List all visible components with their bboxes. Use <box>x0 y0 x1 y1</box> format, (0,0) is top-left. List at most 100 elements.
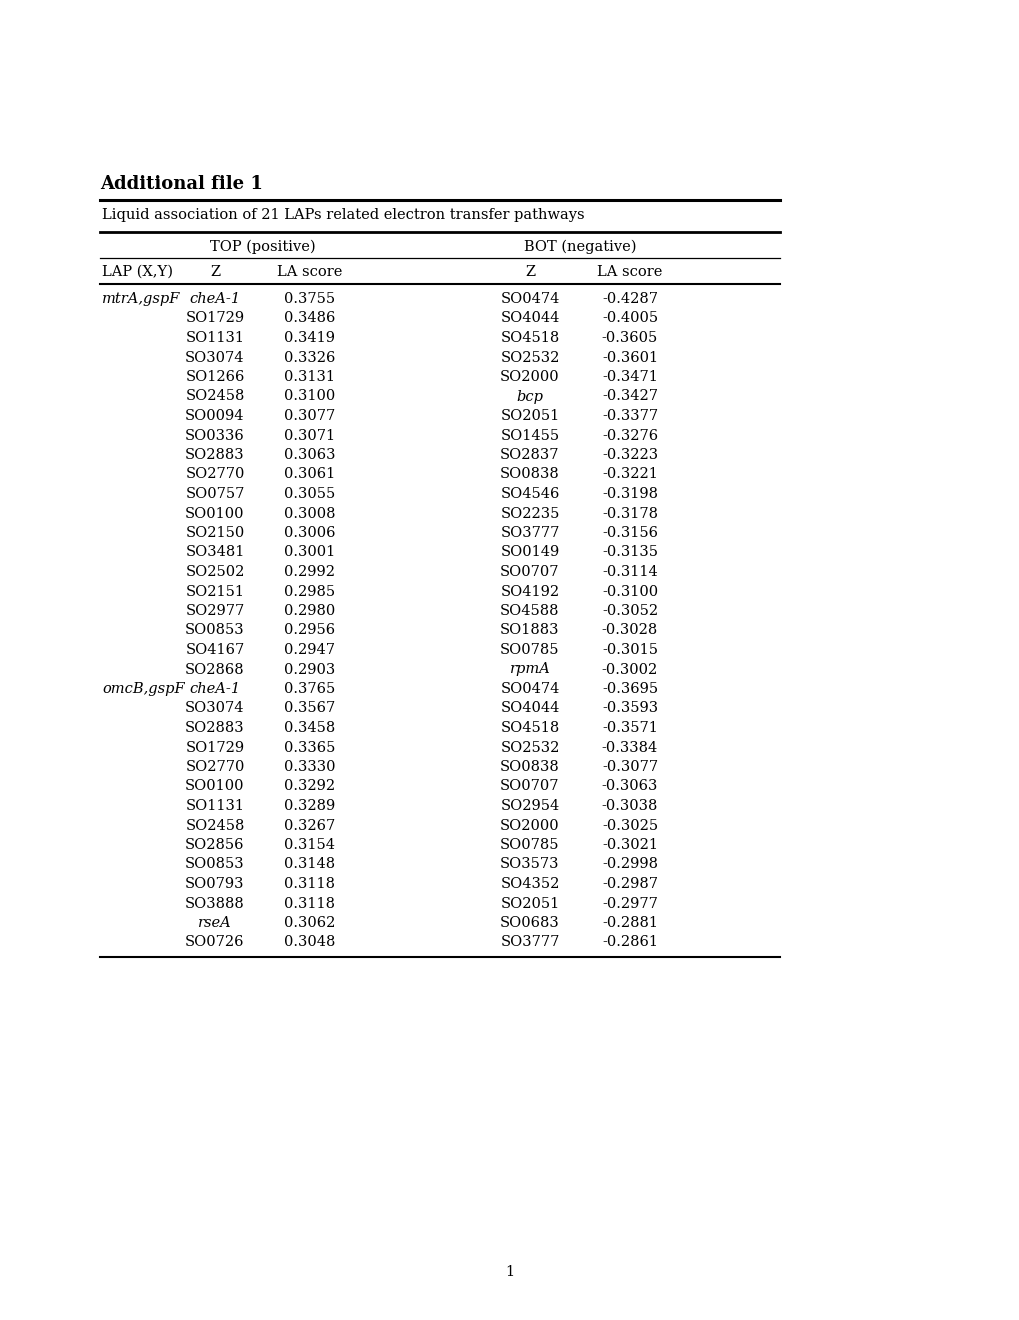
Text: LA score: LA score <box>277 265 342 279</box>
Text: SO0683: SO0683 <box>499 916 559 931</box>
Text: 0.3326: 0.3326 <box>284 351 335 364</box>
Text: SO0793: SO0793 <box>185 876 245 891</box>
Text: 0.3567: 0.3567 <box>284 701 335 715</box>
Text: 1: 1 <box>505 1265 514 1279</box>
Text: SO0853: SO0853 <box>185 858 245 871</box>
Text: SO4044: SO4044 <box>500 312 559 326</box>
Text: SO2883: SO2883 <box>185 447 245 462</box>
Text: -0.3605: -0.3605 <box>601 331 657 345</box>
Text: 0.3006: 0.3006 <box>284 525 335 540</box>
Text: 0.3486: 0.3486 <box>284 312 335 326</box>
Text: bcp: bcp <box>516 389 543 404</box>
Text: SO4588: SO4588 <box>499 605 559 618</box>
Text: Z: Z <box>210 265 220 279</box>
Text: 0.3267: 0.3267 <box>284 818 335 833</box>
Text: 0.2980: 0.2980 <box>284 605 335 618</box>
Text: -0.3384: -0.3384 <box>601 741 657 755</box>
Text: SO2502: SO2502 <box>185 565 245 579</box>
Text: SO2051: SO2051 <box>500 896 559 911</box>
Text: 0.3419: 0.3419 <box>284 331 335 345</box>
Text: 0.3061: 0.3061 <box>284 467 335 482</box>
Text: SO4518: SO4518 <box>500 721 559 735</box>
Text: cheA-1: cheA-1 <box>190 682 240 696</box>
Text: SO2977: SO2977 <box>185 605 245 618</box>
Text: 0.3062: 0.3062 <box>284 916 335 931</box>
Text: TOP (positive): TOP (positive) <box>210 240 315 255</box>
Text: 0.3154: 0.3154 <box>284 838 335 851</box>
Text: -0.3002: -0.3002 <box>601 663 657 676</box>
Text: -0.3601: -0.3601 <box>601 351 657 364</box>
Text: SO2000: SO2000 <box>499 818 559 833</box>
Text: 0.3077: 0.3077 <box>284 409 335 422</box>
Text: SO0785: SO0785 <box>499 643 559 657</box>
Text: SO3573: SO3573 <box>499 858 559 871</box>
Text: SO4546: SO4546 <box>500 487 559 502</box>
Text: SO0757: SO0757 <box>185 487 245 502</box>
Text: BOT (negative): BOT (negative) <box>523 240 636 255</box>
Text: -0.3427: -0.3427 <box>601 389 657 404</box>
Text: 0.2947: 0.2947 <box>284 643 335 657</box>
Text: SO2837: SO2837 <box>499 447 559 462</box>
Text: 0.3365: 0.3365 <box>284 741 335 755</box>
Text: SO2151: SO2151 <box>185 585 245 598</box>
Text: 0.3289: 0.3289 <box>284 799 335 813</box>
Text: -0.2977: -0.2977 <box>601 896 657 911</box>
Text: SO2883: SO2883 <box>185 721 245 735</box>
Text: 0.3071: 0.3071 <box>284 429 335 442</box>
Text: SO0838: SO0838 <box>499 760 559 774</box>
Text: 0.2985: 0.2985 <box>284 585 335 598</box>
Text: -0.2998: -0.2998 <box>601 858 657 871</box>
Text: -0.3571: -0.3571 <box>601 721 657 735</box>
Text: SO4518: SO4518 <box>500 331 559 345</box>
Text: SO4352: SO4352 <box>500 876 559 891</box>
Text: SO1729: SO1729 <box>185 741 245 755</box>
Text: 0.3131: 0.3131 <box>284 370 335 384</box>
Text: -0.3695: -0.3695 <box>601 682 657 696</box>
Text: 0.3008: 0.3008 <box>284 507 335 520</box>
Text: 0.3063: 0.3063 <box>284 447 335 462</box>
Text: -0.3028: -0.3028 <box>601 623 657 638</box>
Text: SO2235: SO2235 <box>500 507 559 520</box>
Text: LA score: LA score <box>597 265 662 279</box>
Text: 0.2956: 0.2956 <box>284 623 335 638</box>
Text: SO2000: SO2000 <box>499 370 559 384</box>
Text: SO2868: SO2868 <box>185 663 245 676</box>
Text: SO0100: SO0100 <box>185 780 245 793</box>
Text: 0.3100: 0.3100 <box>284 389 335 404</box>
Text: SO4044: SO4044 <box>500 701 559 715</box>
Text: SO1131: SO1131 <box>185 799 245 813</box>
Text: -0.3063: -0.3063 <box>601 780 657 793</box>
Text: 0.3048: 0.3048 <box>284 936 335 949</box>
Text: SO2532: SO2532 <box>500 351 559 364</box>
Text: SO1266: SO1266 <box>185 370 245 384</box>
Text: SO3074: SO3074 <box>185 701 245 715</box>
Text: mtrA,gspF: mtrA,gspF <box>102 292 180 306</box>
Text: SO2532: SO2532 <box>500 741 559 755</box>
Text: 0.3765: 0.3765 <box>284 682 335 696</box>
Text: -0.3221: -0.3221 <box>601 467 657 482</box>
Text: SO0474: SO0474 <box>500 682 559 696</box>
Text: -0.3377: -0.3377 <box>601 409 657 422</box>
Text: SO0726: SO0726 <box>185 936 245 949</box>
Text: SO2770: SO2770 <box>185 467 245 482</box>
Text: SO1455: SO1455 <box>500 429 559 442</box>
Text: -0.3015: -0.3015 <box>601 643 657 657</box>
Text: -0.2881: -0.2881 <box>601 916 657 931</box>
Text: -0.4287: -0.4287 <box>601 292 657 306</box>
Text: SO0707: SO0707 <box>499 780 559 793</box>
Text: 0.3292: 0.3292 <box>284 780 335 793</box>
Text: SO0838: SO0838 <box>499 467 559 482</box>
Text: -0.3276: -0.3276 <box>601 429 657 442</box>
Text: SO0094: SO0094 <box>185 409 245 422</box>
Text: SO0336: SO0336 <box>184 429 245 442</box>
Text: cheA-1: cheA-1 <box>190 292 240 306</box>
Text: -0.3114: -0.3114 <box>601 565 657 579</box>
Text: -0.3025: -0.3025 <box>601 818 657 833</box>
Text: SO0853: SO0853 <box>185 623 245 638</box>
Text: SO3074: SO3074 <box>185 351 245 364</box>
Text: SO2150: SO2150 <box>185 525 245 540</box>
Text: SO3777: SO3777 <box>500 525 559 540</box>
Text: -0.3021: -0.3021 <box>601 838 657 851</box>
Text: SO0100: SO0100 <box>185 507 245 520</box>
Text: -0.3052: -0.3052 <box>601 605 657 618</box>
